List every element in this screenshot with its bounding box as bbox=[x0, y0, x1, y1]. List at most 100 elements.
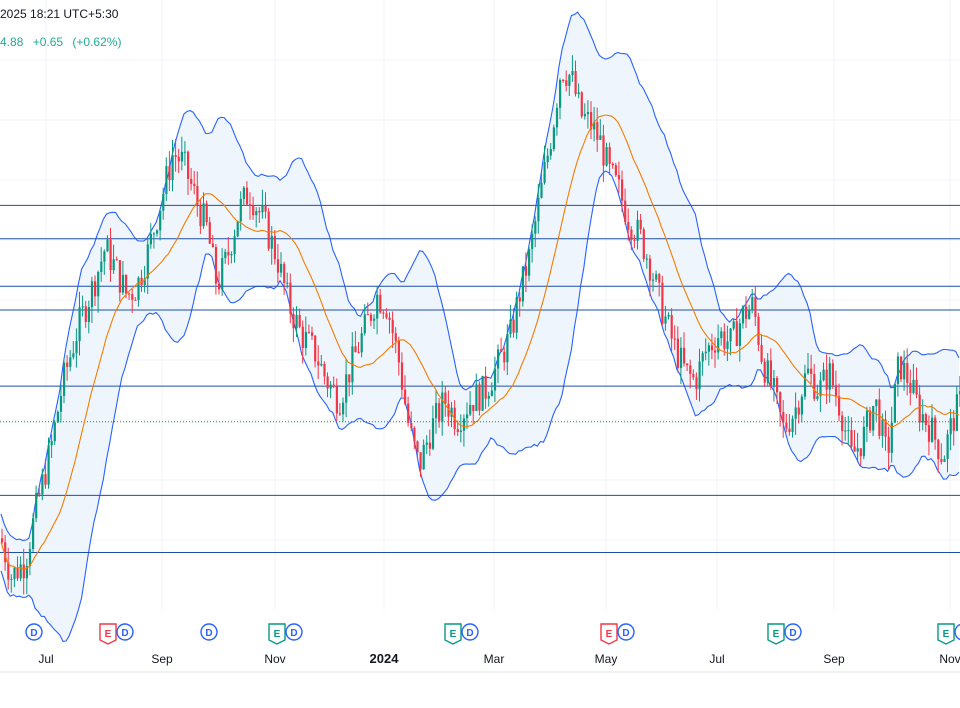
candle-body bbox=[106, 239, 109, 252]
candle-body bbox=[800, 396, 803, 415]
candle-body bbox=[115, 259, 118, 261]
candle-body bbox=[360, 333, 363, 353]
candle-body bbox=[555, 107, 559, 128]
event-marker-group[interactable]: ED bbox=[937, 623, 960, 645]
dividend-icon-glyph: D bbox=[466, 628, 473, 639]
candle-body bbox=[776, 377, 779, 393]
candle-body bbox=[469, 404, 472, 415]
candle-body bbox=[884, 419, 887, 437]
candle-body bbox=[918, 394, 921, 423]
x-axis-tick-label: May bbox=[595, 652, 618, 666]
candle-body bbox=[875, 399, 878, 407]
event-marker-group[interactable]: D bbox=[200, 623, 218, 641]
candle-body bbox=[348, 374, 351, 383]
candle-body bbox=[831, 363, 834, 386]
dividend-icon[interactable] bbox=[784, 623, 802, 641]
candle-body bbox=[134, 299, 137, 301]
candle-body bbox=[286, 282, 289, 284]
x-axis-tick-label: Sep bbox=[823, 652, 845, 666]
candle-body bbox=[472, 404, 475, 412]
dividend-icon[interactable] bbox=[461, 623, 479, 641]
event-marker-group[interactable]: D bbox=[25, 623, 43, 641]
candle-body bbox=[720, 331, 723, 339]
candle-body bbox=[63, 362, 66, 396]
earnings-icon[interactable] bbox=[600, 623, 618, 645]
candle-body bbox=[109, 239, 112, 271]
candle-body bbox=[214, 246, 218, 284]
candle-body bbox=[7, 562, 10, 580]
candle-body bbox=[524, 266, 528, 276]
candle-body bbox=[444, 392, 447, 404]
candle-body bbox=[738, 323, 741, 346]
candle-body bbox=[735, 321, 738, 346]
candle-body bbox=[363, 314, 366, 334]
dividend-icon[interactable] bbox=[25, 623, 43, 641]
candle-body bbox=[503, 351, 506, 363]
earnings-icon-glyph: E bbox=[773, 629, 780, 640]
candle-body bbox=[906, 363, 909, 383]
candle-body bbox=[803, 373, 807, 397]
dividend-icon[interactable] bbox=[285, 623, 303, 641]
x-axis-tick-label: Sep bbox=[151, 652, 173, 666]
earnings-icon[interactable] bbox=[444, 623, 462, 645]
candle-body bbox=[940, 459, 943, 462]
earnings-icon[interactable] bbox=[937, 623, 955, 645]
candle-body bbox=[574, 71, 577, 95]
candle-body bbox=[648, 258, 652, 281]
candle-body bbox=[748, 309, 751, 319]
candle-body bbox=[782, 412, 785, 423]
candle-body bbox=[571, 71, 574, 76]
candle-body bbox=[22, 564, 25, 579]
candle-body bbox=[59, 395, 63, 412]
candle-body bbox=[400, 362, 404, 390]
candle-body bbox=[180, 151, 183, 162]
candle-body bbox=[865, 410, 869, 427]
candle-body bbox=[112, 259, 115, 271]
candle-body bbox=[230, 254, 233, 256]
candle-body bbox=[236, 221, 239, 237]
dividend-icon[interactable] bbox=[200, 623, 218, 641]
candle-body bbox=[900, 356, 903, 380]
candle-body bbox=[90, 281, 94, 308]
candle-body bbox=[757, 316, 760, 345]
candle-body bbox=[704, 351, 707, 354]
candle-body bbox=[103, 251, 106, 262]
candle-body bbox=[624, 200, 627, 223]
earnings-icon[interactable] bbox=[268, 623, 286, 645]
candle-body bbox=[859, 448, 862, 457]
dividend-icon[interactable] bbox=[116, 623, 134, 641]
candle-body bbox=[729, 328, 732, 342]
candle-body bbox=[376, 294, 379, 319]
earnings-icon[interactable] bbox=[99, 623, 117, 645]
candle-body bbox=[345, 374, 348, 403]
candle-body bbox=[379, 294, 382, 313]
candle-body bbox=[642, 229, 645, 259]
earnings-icon[interactable] bbox=[767, 623, 785, 645]
candle-body bbox=[323, 363, 326, 377]
candle-body bbox=[745, 306, 748, 319]
candle-body bbox=[751, 297, 754, 310]
candle-body bbox=[679, 347, 683, 369]
candle-body bbox=[78, 307, 81, 342]
candle-body bbox=[838, 396, 841, 416]
dividend-icon[interactable] bbox=[617, 623, 635, 641]
candle-body bbox=[893, 383, 896, 423]
candle-body bbox=[149, 233, 152, 245]
candle-body bbox=[459, 430, 462, 433]
dividend-icon[interactable] bbox=[954, 623, 960, 641]
candle-body bbox=[245, 187, 249, 205]
price-change-readout: 4.88 +0.65 (+0.62%) bbox=[0, 35, 127, 49]
event-markers-row[interactable]: DEDDEDEDEDEDED bbox=[25, 623, 960, 645]
candle-body bbox=[205, 203, 208, 223]
candle-body bbox=[314, 335, 317, 362]
candle-body bbox=[639, 219, 642, 230]
candle-body bbox=[531, 233, 534, 250]
price-change-percent: (+0.62%) bbox=[72, 35, 122, 49]
candle-body bbox=[890, 422, 893, 453]
